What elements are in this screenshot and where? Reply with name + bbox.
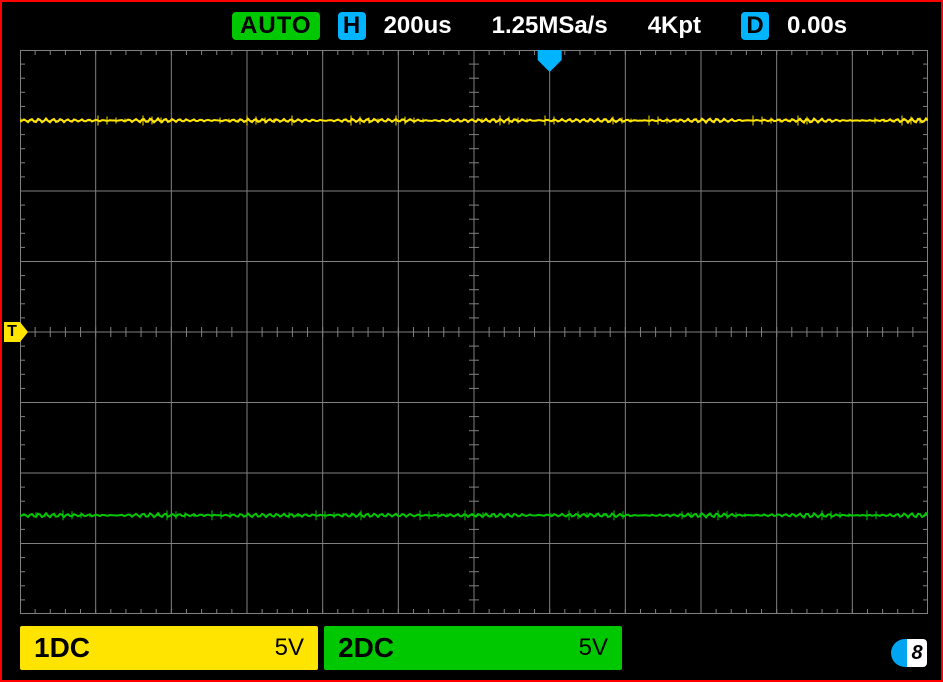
horizontal-badge-icon: H: [338, 12, 366, 40]
trigger-marker-label: T: [7, 323, 17, 341]
acquisition-mode-badge: AUTO: [232, 12, 320, 40]
channel-status-bar: 1DC 5V 2DC 5V: [20, 626, 622, 670]
channel-1-badge[interactable]: 1DC 5V: [20, 626, 318, 670]
delay-badge-icon: D: [741, 12, 769, 40]
usb-cap: [891, 639, 907, 667]
sample-rate-value: 1.25MSa/s: [492, 12, 608, 40]
memory-depth-value: 4Kpt: [648, 12, 701, 40]
top-status-bar: AUTO H 200us 1.25MSa/s 4Kpt D 0.00s: [2, 10, 941, 42]
trigger-level-marker: T: [4, 322, 20, 342]
usb-body: 8: [907, 639, 927, 667]
channel-2-coupling-label: 2DC: [338, 632, 394, 664]
timebase-value: 200us: [384, 12, 452, 40]
horizontal-delay-value: 0.00s: [787, 12, 847, 40]
channel-1-coupling-label: 1DC: [34, 632, 90, 664]
channel-2-scale-label: 5V: [579, 634, 608, 662]
channel-2-badge[interactable]: 2DC 5V: [324, 626, 622, 670]
usb-indicator-icon: 8: [891, 638, 927, 668]
waveform-display[interactable]: [20, 50, 928, 614]
oscilloscope-frame: AUTO H 200us 1.25MSa/s 4Kpt D 0.00s T 1D…: [0, 0, 943, 682]
channel-1-scale-label: 5V: [275, 634, 304, 662]
